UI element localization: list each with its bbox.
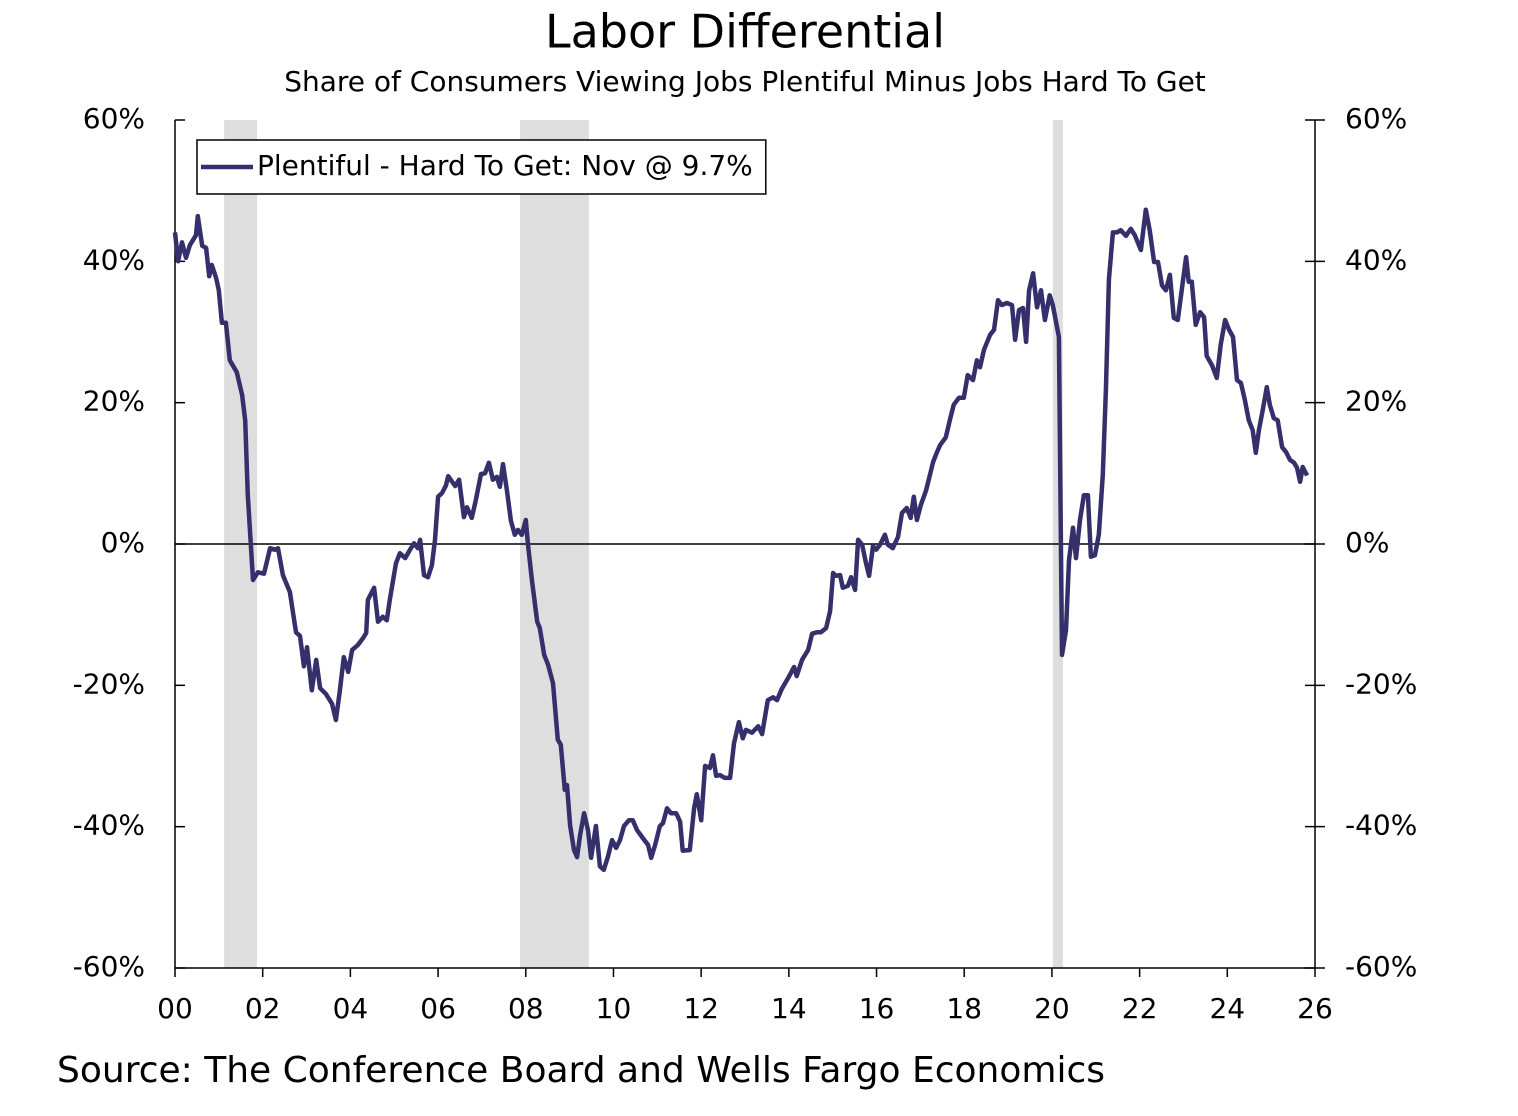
x-tick-label: 12 bbox=[683, 992, 719, 1025]
y2-tick-label: -60% bbox=[1345, 950, 1417, 983]
y2-tick-label: 0% bbox=[1345, 526, 1389, 559]
x-tick-label: 02 bbox=[245, 992, 281, 1025]
y-tick-label: 20% bbox=[83, 385, 145, 418]
y2-tick-label: 20% bbox=[1345, 385, 1407, 418]
x-tick-label: 08 bbox=[508, 992, 544, 1025]
x-tick-label: 04 bbox=[333, 992, 369, 1025]
source-note: Source: The Conference Board and Wells F… bbox=[57, 1050, 1105, 1091]
legend: Plentiful - Hard To Get: Nov @ 9.7% bbox=[196, 139, 767, 195]
data-line bbox=[172, 207, 1310, 873]
x-tick-label: 20 bbox=[1034, 992, 1070, 1025]
x-tick-label: 26 bbox=[1297, 992, 1333, 1025]
legend-box bbox=[196, 139, 767, 195]
x-tick-label: 22 bbox=[1122, 992, 1158, 1025]
x-tick-label: 18 bbox=[946, 992, 982, 1025]
y2-tick-label: 60% bbox=[1345, 102, 1407, 135]
x-tick-label: 24 bbox=[1209, 992, 1245, 1025]
legend-label: Plentiful - Hard To Get: Nov @ 9.7% bbox=[257, 149, 753, 182]
x-tick-label: 10 bbox=[596, 992, 632, 1025]
y-tick-label: -60% bbox=[73, 950, 145, 983]
x-tick-label: 06 bbox=[420, 992, 456, 1025]
chart-subtitle: Share of Consumers Viewing Jobs Plentifu… bbox=[284, 65, 1206, 98]
y2-tick-label: 40% bbox=[1345, 243, 1407, 276]
x-tick-label: 00 bbox=[157, 992, 193, 1025]
y-tick-label: 0% bbox=[101, 526, 145, 559]
chart-title: Labor Differential bbox=[545, 5, 945, 59]
y-tick-label: 60% bbox=[83, 102, 145, 135]
y-tick-label: -20% bbox=[73, 667, 145, 700]
y2-tick-label: -40% bbox=[1345, 809, 1417, 842]
y-tick-label: -40% bbox=[73, 809, 145, 842]
x-tick-label: 14 bbox=[771, 992, 807, 1025]
y2-tick-label: -20% bbox=[1345, 667, 1417, 700]
x-tick-label: 16 bbox=[859, 992, 895, 1025]
y-tick-label: 40% bbox=[83, 243, 145, 276]
